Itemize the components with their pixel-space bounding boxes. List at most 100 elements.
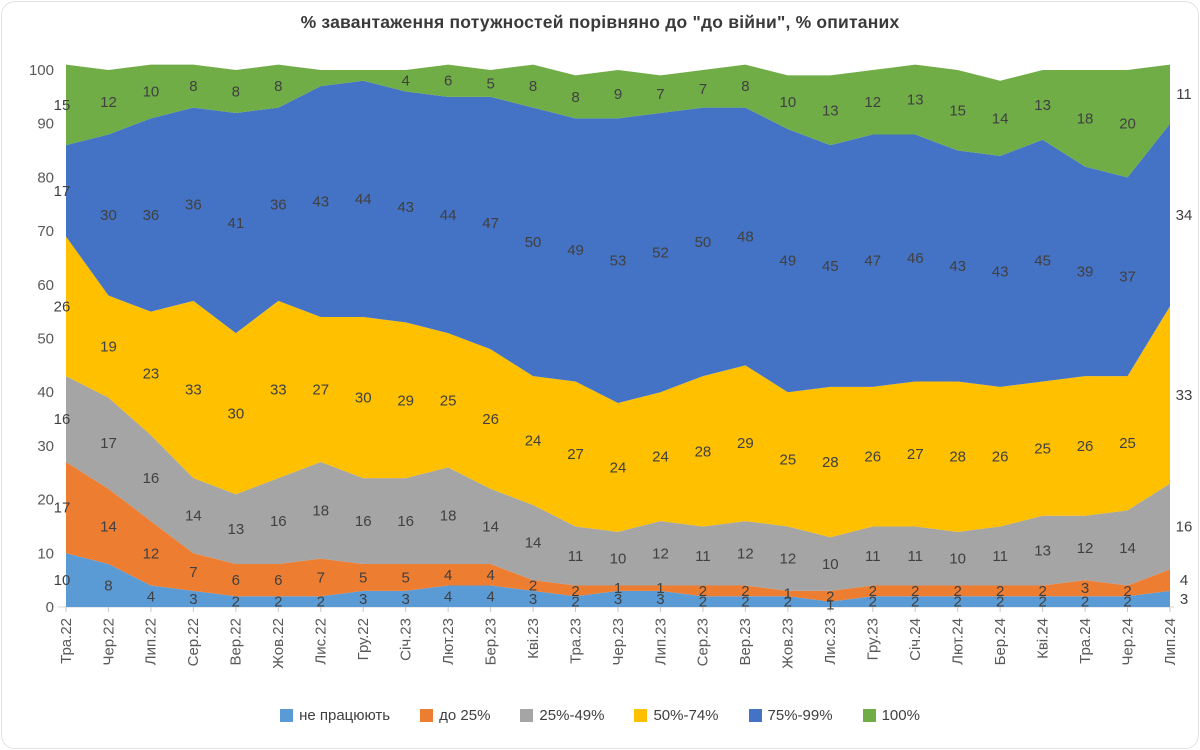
data-label-series-3: 24 xyxy=(525,433,542,450)
legend-swatch-icon xyxy=(520,709,534,722)
x-axis-month-label: Чер.24 xyxy=(1119,618,1136,666)
data-label-series-2: 14 xyxy=(185,508,202,525)
data-label-series-3: 33 xyxy=(1176,387,1193,404)
data-label-series-0: 2 xyxy=(1123,594,1131,611)
area-band-5 xyxy=(66,64,1170,178)
x-axis-month-label: Жов.22 xyxy=(270,618,287,669)
area-band-3 xyxy=(66,236,1170,538)
area-band-4 xyxy=(66,80,1170,403)
data-label-series-3: 28 xyxy=(949,449,966,466)
data-label-series-3: 23 xyxy=(143,365,160,382)
x-axis-month-label: Чер.22 xyxy=(100,618,117,666)
legend-item-2: 25%-49% xyxy=(520,707,604,724)
data-label-series-2: 10 xyxy=(610,551,627,568)
data-label-series-0: 4 xyxy=(147,588,155,605)
legend-label: до 25% xyxy=(439,707,491,724)
data-label-series-5: 8 xyxy=(274,78,282,95)
data-label-series-0: 2 xyxy=(869,594,877,611)
area-band-1 xyxy=(66,462,1170,602)
data-label-series-1: 2 xyxy=(699,583,707,600)
x-axis-month-label: Лип.22 xyxy=(143,618,160,665)
data-label-series-2: 13 xyxy=(228,521,245,538)
data-label-series-5: 12 xyxy=(864,94,881,111)
data-label-series-4: 50 xyxy=(695,234,712,251)
data-label-series-2: 12 xyxy=(780,551,797,568)
data-label-series-3: 25 xyxy=(1034,441,1051,458)
data-label-series-5: 11 xyxy=(1176,86,1192,103)
x-axis-month-label: Лип.23 xyxy=(652,618,669,665)
data-label-series-0: 3 xyxy=(189,591,197,608)
data-label-series-4: 46 xyxy=(907,250,924,267)
data-label-series-2: 16 xyxy=(54,411,71,428)
data-label-series-5: 12 xyxy=(100,94,117,111)
data-label-series-3: 27 xyxy=(312,382,329,399)
data-label-series-2: 11 xyxy=(695,548,711,565)
y-axis-tick-label: 90 xyxy=(37,116,54,133)
data-label-series-4: 17 xyxy=(54,183,71,200)
data-label-series-0: 2 xyxy=(571,594,579,611)
y-axis-tick-label: 0 xyxy=(46,599,54,616)
data-label-series-2: 11 xyxy=(865,548,881,565)
x-axis-month-label: Гру.22 xyxy=(355,618,372,660)
data-label-series-2: 16 xyxy=(143,470,160,487)
data-label-series-5: 20 xyxy=(1119,116,1136,133)
y-axis-tick-label: 20 xyxy=(37,492,54,509)
x-axis-month-label: Лис.23 xyxy=(822,618,839,665)
data-label-series-4: 43 xyxy=(992,263,1009,280)
data-label-series-5: 8 xyxy=(741,78,749,95)
data-label-series-4: 44 xyxy=(440,207,457,224)
data-label-series-4: 30 xyxy=(100,207,117,224)
y-axis-tick-label: 60 xyxy=(37,277,54,294)
data-label-series-5: 8 xyxy=(232,83,240,100)
chart-legend: не працюють до 25% 25%-49% 50%-74% 75%-99% 10… xyxy=(0,707,1200,724)
data-label-series-1: 14 xyxy=(100,518,117,535)
data-label-series-1: 5 xyxy=(402,569,410,586)
y-axis-tick-label: 100 xyxy=(29,62,54,79)
data-label-series-0: 3 xyxy=(359,591,367,608)
data-label-series-3: 25 xyxy=(1119,435,1136,452)
data-label-series-1: 1 xyxy=(614,580,622,597)
data-label-series-4: 41 xyxy=(228,215,245,232)
legend-swatch-icon xyxy=(420,709,434,722)
data-label-series-0: 3 xyxy=(1180,591,1188,608)
y-axis-tick-label: 10 xyxy=(37,545,54,562)
x-axis-month-label: Вер.22 xyxy=(228,618,245,666)
data-label-series-3: 29 xyxy=(737,435,754,452)
data-label-series-0: 2 xyxy=(996,594,1004,611)
data-label-series-0: 2 xyxy=(911,594,919,611)
area-band-2 xyxy=(66,376,1170,591)
data-label-series-1: 3 xyxy=(1081,580,1089,597)
data-label-series-4: 44 xyxy=(355,191,372,208)
data-label-series-1: 6 xyxy=(274,572,282,589)
data-label-series-4: 48 xyxy=(737,228,754,245)
data-label-series-4: 45 xyxy=(822,258,839,275)
data-label-series-1: 2 xyxy=(529,578,537,595)
data-label-series-5: 15 xyxy=(54,97,71,114)
data-label-series-2: 10 xyxy=(822,556,839,573)
data-label-series-0: 2 xyxy=(274,594,282,611)
data-label-series-0: 3 xyxy=(656,591,664,608)
data-label-series-2: 14 xyxy=(1119,540,1136,557)
data-label-series-0: 3 xyxy=(402,591,410,608)
data-label-series-0: 4 xyxy=(444,588,452,605)
data-label-series-4: 43 xyxy=(397,199,414,216)
x-axis-month-label: Лют.24 xyxy=(949,618,966,665)
data-label-series-4: 45 xyxy=(1034,253,1051,270)
data-label-series-3: 28 xyxy=(822,454,839,471)
legend-label: 75%-99% xyxy=(767,707,833,724)
data-label-series-4: 52 xyxy=(652,245,669,262)
data-label-series-1: 4 xyxy=(486,567,494,584)
data-label-series-4: 49 xyxy=(780,253,797,270)
data-label-series-4: 36 xyxy=(270,196,287,213)
data-label-series-1: 2 xyxy=(911,583,919,600)
data-label-series-3: 19 xyxy=(100,339,117,356)
data-label-series-1: 4 xyxy=(1180,572,1188,589)
legend-label: не працюють xyxy=(299,707,391,724)
y-axis-tick-label: 70 xyxy=(37,223,54,240)
data-label-series-5: 15 xyxy=(949,102,966,119)
data-label-series-1: 1 xyxy=(784,586,792,603)
data-label-series-4: 47 xyxy=(482,215,499,232)
legend-item-0: не працюють xyxy=(280,707,390,724)
data-label-series-3: 33 xyxy=(185,382,202,399)
